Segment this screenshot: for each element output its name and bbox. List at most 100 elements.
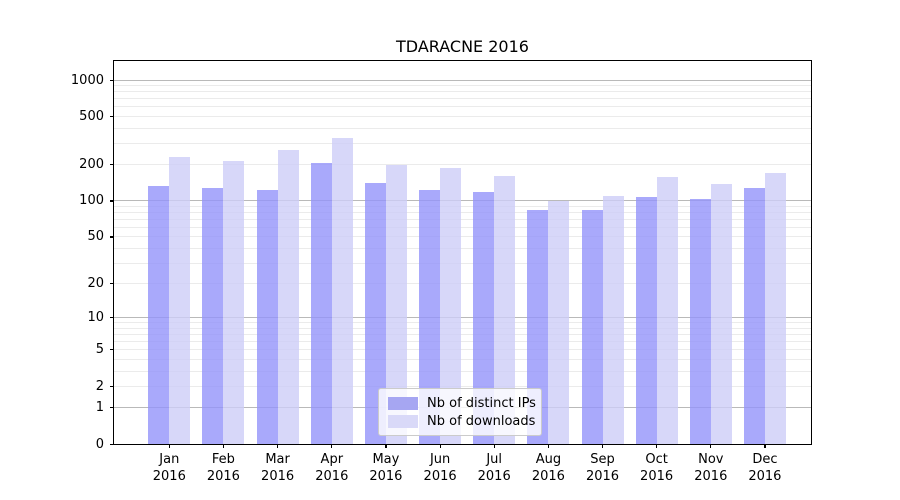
y-tick-label: 100 bbox=[79, 193, 104, 209]
y-tick-mark bbox=[110, 385, 114, 387]
bar-downloads bbox=[656, 177, 678, 444]
x-tick-label: Mar 2016 bbox=[261, 452, 295, 484]
bar-distinct-ips bbox=[310, 162, 332, 444]
x-tick-label: Dec 2016 bbox=[748, 452, 782, 484]
y-tick-label: 5 bbox=[95, 342, 104, 358]
gridline-major bbox=[114, 317, 811, 319]
legend: Nb of distinct IPs Nb of downloads bbox=[378, 388, 542, 436]
gridline-minor bbox=[114, 358, 811, 360]
y-tick-label: 2 bbox=[95, 378, 104, 394]
y-tick-mark bbox=[110, 164, 114, 166]
x-tick-label: Jun 2016 bbox=[423, 452, 457, 484]
bar-downloads bbox=[494, 176, 516, 444]
gridline-minor bbox=[114, 283, 811, 285]
gridline-minor bbox=[114, 85, 811, 87]
y-tick-label: 50 bbox=[87, 229, 104, 245]
y-tick-mark bbox=[110, 317, 114, 319]
gridline-minor bbox=[114, 212, 811, 213]
bar-downloads bbox=[331, 138, 353, 444]
x-tick-mark bbox=[439, 444, 441, 448]
x-tick-mark bbox=[710, 444, 712, 448]
x-tick-mark bbox=[602, 444, 604, 448]
x-tick-mark bbox=[331, 444, 333, 448]
y-tick-label: 10 bbox=[87, 310, 104, 326]
bar-downloads bbox=[169, 157, 191, 444]
y-tick-mark bbox=[110, 443, 114, 445]
x-tick-mark bbox=[277, 444, 279, 448]
gridline-minor bbox=[114, 98, 811, 100]
y-tick-mark bbox=[110, 79, 114, 81]
bar-distinct-ips bbox=[419, 190, 441, 444]
x-tick-mark bbox=[222, 444, 225, 448]
gridline-minor bbox=[114, 226, 811, 228]
bar-downloads bbox=[385, 165, 407, 444]
gridline-minor bbox=[114, 106, 811, 108]
legend-row-distinct-ips: Nb of distinct IPs bbox=[388, 395, 541, 411]
bar-distinct-ips bbox=[202, 188, 224, 444]
gridline-minor bbox=[114, 247, 811, 249]
gridline-major bbox=[114, 79, 811, 81]
bar-downloads bbox=[710, 184, 732, 444]
y-tick-mark bbox=[110, 236, 114, 238]
x-tick-label: Aug 2016 bbox=[531, 452, 565, 484]
x-tick-mark bbox=[547, 444, 550, 448]
gridline-minor bbox=[114, 127, 811, 129]
gridline-minor bbox=[114, 349, 811, 351]
legend-swatch-distinct-ips bbox=[388, 396, 418, 410]
x-tick-label: Sep 2016 bbox=[585, 452, 620, 484]
x-tick-mark bbox=[764, 444, 766, 448]
y-tick-mark bbox=[110, 349, 114, 351]
gridline-minor bbox=[114, 262, 811, 264]
bar-distinct-ips bbox=[689, 199, 711, 444]
gridline-minor bbox=[114, 385, 811, 387]
bar-distinct-ips bbox=[473, 191, 495, 444]
y-tick-mark bbox=[110, 116, 114, 118]
x-tick-label: Jan 2016 bbox=[152, 452, 186, 484]
gridline-minor bbox=[114, 236, 811, 238]
bar-downloads bbox=[602, 195, 624, 444]
gridline-minor bbox=[114, 341, 811, 342]
bar-distinct-ips bbox=[743, 188, 765, 444]
chart-title: TDARACNE 2016 bbox=[396, 37, 529, 56]
bar-distinct-ips bbox=[148, 186, 170, 444]
gridline-minor bbox=[114, 322, 811, 324]
x-tick-label: May 2016 bbox=[369, 452, 403, 484]
gridline-major bbox=[114, 200, 811, 202]
y-tick-mark bbox=[110, 407, 114, 409]
x-tick-mark bbox=[656, 444, 658, 448]
y-tick-label: 1 bbox=[95, 400, 104, 415]
legend-row-downloads: Nb of downloads bbox=[388, 414, 541, 428]
gridline-minor bbox=[114, 218, 811, 220]
legend-swatch-downloads bbox=[388, 414, 418, 428]
x-tick-mark bbox=[493, 444, 495, 448]
y-tick-label: 500 bbox=[79, 109, 104, 124]
bar-layer bbox=[114, 61, 811, 444]
y-tick-label: 200 bbox=[79, 157, 104, 173]
axis-tick-layer: 1000 500 200 100 50 20 10 5 2 1 0 Jan 2016 Feb 2016 M… bbox=[71, 61, 811, 484]
x-tick-mark bbox=[385, 444, 387, 448]
bar-downloads bbox=[223, 160, 245, 444]
gridline-minor bbox=[114, 370, 811, 372]
x-tick-label: Nov 2016 bbox=[694, 452, 728, 484]
y-tick-mark bbox=[110, 283, 114, 285]
bar-downloads bbox=[764, 173, 786, 444]
gridline-minor bbox=[114, 205, 811, 207]
gridline-minor bbox=[114, 334, 811, 335]
x-tick-label: Feb 2016 bbox=[206, 452, 240, 484]
x-tick-label: Apr 2016 bbox=[315, 452, 349, 484]
gridline-minor bbox=[114, 164, 811, 166]
y-tick-label: 1000 bbox=[70, 72, 104, 88]
bar-distinct-ips bbox=[635, 196, 657, 444]
gridline-minor bbox=[114, 116, 811, 117]
bar-downloads bbox=[277, 149, 299, 444]
y-tick-label: 20 bbox=[87, 276, 104, 292]
bar-distinct-ips bbox=[364, 182, 386, 444]
legend-label-distinct-ips: Nb of distinct IPs bbox=[427, 395, 536, 411]
bar-distinct-ips bbox=[256, 190, 278, 444]
gridline-minor bbox=[114, 327, 811, 329]
gridline-minor bbox=[114, 91, 811, 93]
bar-downloads bbox=[440, 168, 462, 444]
y-tick-label: 0 bbox=[95, 436, 104, 452]
bar-distinct-ips bbox=[527, 210, 549, 444]
